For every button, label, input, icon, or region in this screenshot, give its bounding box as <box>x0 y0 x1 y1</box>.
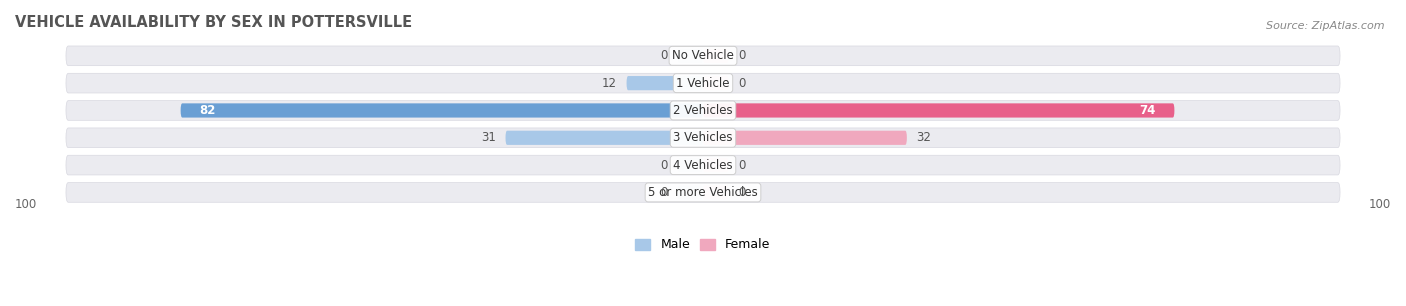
Text: 100: 100 <box>1369 198 1391 211</box>
Text: 0: 0 <box>738 76 745 90</box>
Text: 100: 100 <box>15 198 37 211</box>
Text: 1 Vehicle: 1 Vehicle <box>676 76 730 90</box>
FancyBboxPatch shape <box>703 185 728 200</box>
FancyBboxPatch shape <box>66 73 1340 93</box>
Text: 4 Vehicles: 4 Vehicles <box>673 159 733 172</box>
Text: 0: 0 <box>738 186 745 199</box>
Text: 5 or more Vehicles: 5 or more Vehicles <box>648 186 758 199</box>
FancyBboxPatch shape <box>678 49 703 63</box>
FancyBboxPatch shape <box>66 183 1340 202</box>
Legend: Male, Female: Male, Female <box>630 233 776 256</box>
Text: 12: 12 <box>602 76 617 90</box>
Text: 0: 0 <box>661 186 668 199</box>
FancyBboxPatch shape <box>66 46 1340 66</box>
Text: VEHICLE AVAILABILITY BY SEX IN POTTERSVILLE: VEHICLE AVAILABILITY BY SEX IN POTTERSVI… <box>15 15 412 30</box>
FancyBboxPatch shape <box>180 103 703 118</box>
FancyBboxPatch shape <box>703 131 907 145</box>
Text: No Vehicle: No Vehicle <box>672 49 734 62</box>
FancyBboxPatch shape <box>703 158 728 172</box>
Text: 2 Vehicles: 2 Vehicles <box>673 104 733 117</box>
FancyBboxPatch shape <box>66 155 1340 175</box>
FancyBboxPatch shape <box>506 131 703 145</box>
Text: 74: 74 <box>1139 104 1156 117</box>
FancyBboxPatch shape <box>66 101 1340 120</box>
FancyBboxPatch shape <box>678 158 703 172</box>
Text: 0: 0 <box>661 49 668 62</box>
FancyBboxPatch shape <box>678 185 703 200</box>
Text: Source: ZipAtlas.com: Source: ZipAtlas.com <box>1267 21 1385 32</box>
FancyBboxPatch shape <box>66 128 1340 147</box>
FancyBboxPatch shape <box>703 49 728 63</box>
Text: 0: 0 <box>738 159 745 172</box>
Text: 0: 0 <box>661 159 668 172</box>
Text: 0: 0 <box>738 49 745 62</box>
Text: 32: 32 <box>917 131 931 144</box>
FancyBboxPatch shape <box>703 76 728 90</box>
FancyBboxPatch shape <box>703 103 1174 118</box>
FancyBboxPatch shape <box>627 76 703 90</box>
Text: 3 Vehicles: 3 Vehicles <box>673 131 733 144</box>
Text: 31: 31 <box>481 131 496 144</box>
Text: 82: 82 <box>200 104 217 117</box>
